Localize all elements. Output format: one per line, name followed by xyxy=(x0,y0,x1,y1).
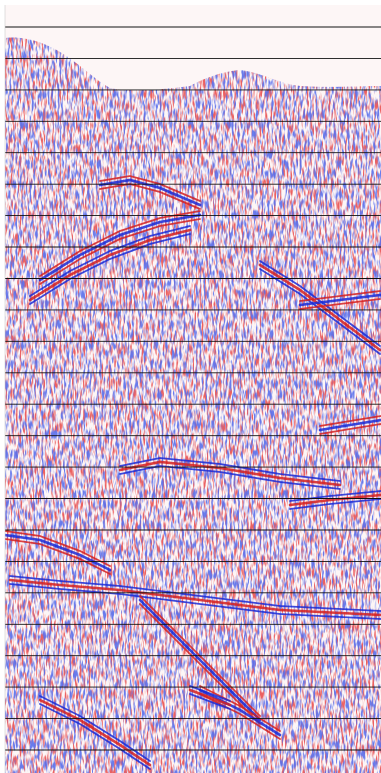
reflector-line xyxy=(8,578,381,617)
reflector-line xyxy=(38,213,202,282)
reflector-line xyxy=(319,423,381,435)
reflector-line xyxy=(259,268,381,355)
reflector-line xyxy=(199,685,281,732)
reflector-line xyxy=(119,457,341,482)
reflector-line xyxy=(298,293,381,307)
reflector-line xyxy=(119,465,341,490)
reflector-line xyxy=(299,290,381,302)
reflector-line xyxy=(318,418,381,432)
reflector-line xyxy=(189,685,231,702)
reflector-line xyxy=(189,693,231,710)
reflector-line xyxy=(5,538,111,575)
reflector-line xyxy=(138,598,262,722)
reflector-line xyxy=(99,175,201,202)
reflector-line xyxy=(28,228,192,302)
reflector-line xyxy=(5,530,111,567)
reflector-line xyxy=(188,688,232,707)
reflector-line xyxy=(5,533,112,572)
reflector-line xyxy=(299,298,381,310)
reflector-line xyxy=(289,498,381,510)
reflector-line xyxy=(9,575,381,612)
reflector-line xyxy=(39,703,151,770)
reflector-line xyxy=(288,493,381,507)
reflector-line xyxy=(99,183,201,210)
reflector-line xyxy=(39,695,151,762)
reflector-line xyxy=(118,460,342,487)
reflector-line xyxy=(199,693,281,740)
reflector-line xyxy=(319,415,381,427)
reflector-line xyxy=(39,218,201,285)
reflector-line xyxy=(9,583,381,620)
reflector-line xyxy=(38,698,152,767)
seismic-data xyxy=(5,37,381,773)
reflector-line xyxy=(258,263,381,352)
reflector-events xyxy=(5,175,381,770)
reflector-line xyxy=(29,225,191,297)
noise-layer-blue xyxy=(5,37,381,773)
horizontal-gridlines xyxy=(5,26,381,751)
reflector-line xyxy=(289,490,381,502)
reflector-line xyxy=(29,233,191,305)
reflector-line xyxy=(198,688,282,737)
reflector-line xyxy=(259,260,381,347)
